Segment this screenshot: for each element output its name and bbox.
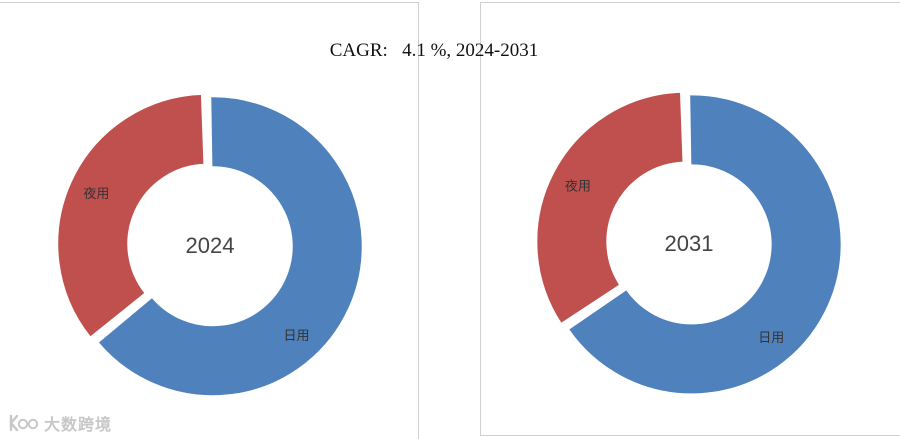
center-label-2024: 2024: [186, 233, 235, 258]
chart-title: CAGR: 4.1 %, 2024-2031: [329, 40, 539, 61]
watermark: 大数跨境: [6, 410, 112, 436]
watermark-text: 大数跨境: [44, 415, 113, 434]
center-label-2031: 2031: [665, 231, 714, 256]
slice-label-2024-0: 日用: [284, 329, 310, 344]
slice-label-2031-1: 夜用: [565, 180, 591, 195]
donut-slice-2031-0: [566, 93, 843, 396]
watermark-logo-icon: [9, 414, 39, 432]
donut-slice-2024-1: [56, 92, 206, 340]
donut-slice-2031-1: [535, 90, 685, 326]
donut-slice-2024-0: [96, 95, 364, 398]
slice-label-2031-0: 日用: [758, 331, 784, 346]
slice-label-2024-1: 夜用: [83, 187, 109, 202]
